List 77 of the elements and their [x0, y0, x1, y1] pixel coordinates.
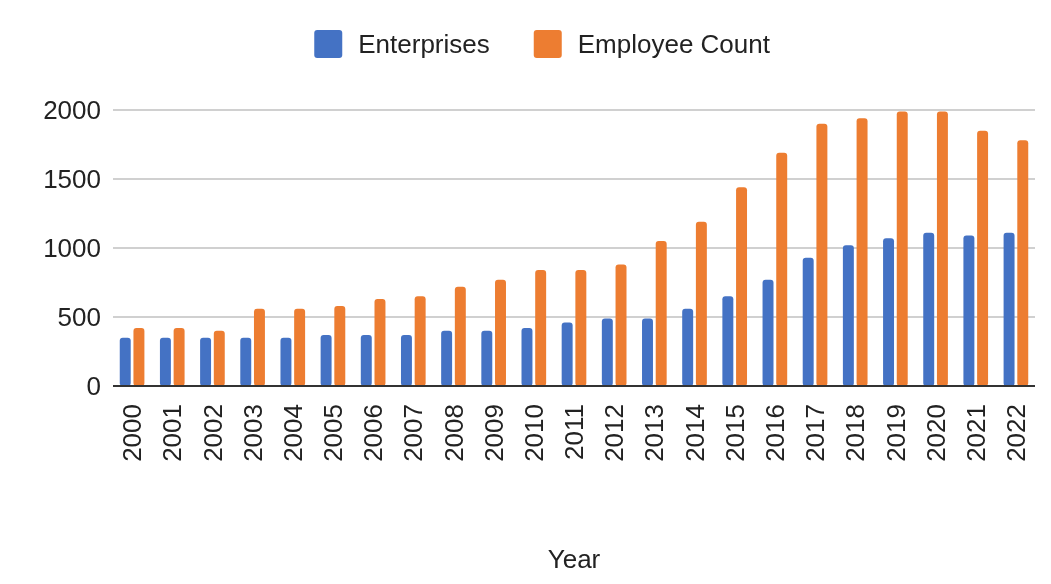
- x-tick-label: 2002: [197, 404, 228, 462]
- x-tick-label: 2001: [157, 404, 188, 462]
- bar: [280, 337, 292, 386]
- bar: [253, 308, 265, 386]
- bar: [1017, 140, 1029, 386]
- bar: [682, 308, 694, 386]
- bar: [173, 328, 185, 386]
- bar: [601, 318, 613, 386]
- bar: [776, 152, 788, 386]
- y-tick-label: 500: [57, 302, 101, 333]
- bar: [213, 330, 225, 386]
- bar: [816, 123, 828, 386]
- bar: [495, 279, 506, 386]
- x-tick-label: 2012: [599, 404, 630, 462]
- bar: [400, 334, 412, 386]
- bar: [1003, 232, 1015, 386]
- bar: [561, 322, 573, 386]
- x-tick-label: 2016: [759, 404, 790, 462]
- bar: [896, 111, 908, 386]
- bar: [334, 305, 346, 386]
- bar: [119, 337, 131, 386]
- bar: [414, 296, 426, 386]
- legend-label: Enterprises: [358, 29, 490, 60]
- x-tick-label: 2018: [840, 404, 871, 462]
- x-tick-label: 2005: [318, 404, 349, 462]
- bar: [133, 328, 145, 386]
- bar: [320, 334, 332, 386]
- bar: [936, 111, 948, 386]
- bar: [963, 235, 975, 386]
- bar: [374, 299, 386, 386]
- bar: [535, 270, 547, 386]
- bar: [575, 270, 587, 386]
- bar: [454, 286, 466, 386]
- x-tick-label: 2015: [719, 404, 750, 462]
- x-tick-label: 2011: [559, 404, 590, 460]
- bar: [441, 330, 453, 386]
- bar: [695, 221, 707, 386]
- bar: [642, 318, 653, 386]
- bar: [615, 264, 627, 386]
- bar: [883, 238, 895, 386]
- bar: [655, 241, 667, 386]
- x-tick-label: 2006: [358, 404, 389, 462]
- bar: [722, 296, 734, 386]
- x-tick-label: 2000: [117, 404, 148, 462]
- x-tick-label: 2007: [398, 404, 429, 462]
- x-tick-label: 2021: [960, 404, 991, 462]
- y-tick-label: 0: [86, 371, 101, 402]
- bar: [521, 328, 533, 386]
- x-tick-label: 2020: [920, 404, 951, 462]
- bar: [977, 130, 989, 386]
- bar: [923, 232, 935, 386]
- x-tick-label: 2014: [679, 404, 710, 462]
- bar: [762, 279, 774, 386]
- x-tick-label: 2009: [478, 404, 509, 462]
- bar: [481, 330, 493, 386]
- bar: [842, 245, 854, 386]
- y-tick-label: 2000: [43, 95, 101, 126]
- x-tick-label: 2003: [237, 404, 268, 462]
- x-tick-label: 2017: [800, 404, 831, 462]
- x-tick-label: 2010: [518, 404, 549, 462]
- bar: [856, 118, 868, 386]
- bar: [360, 334, 372, 386]
- bar: [736, 187, 748, 386]
- x-tick-label: 2004: [277, 404, 308, 462]
- x-tick-label: 2008: [438, 404, 469, 462]
- x-axis-title: Year: [547, 544, 601, 574]
- y-tick-label: 1500: [43, 164, 101, 195]
- y-tick-label: 1000: [43, 233, 101, 264]
- bar: [200, 337, 212, 386]
- x-tick-label: 2013: [639, 404, 670, 462]
- bar: [240, 337, 252, 386]
- bar: [802, 257, 814, 386]
- bar: [294, 308, 306, 386]
- x-tick-label: 2022: [1001, 404, 1032, 462]
- bar: [159, 337, 171, 386]
- legend-label: Employee Count: [577, 29, 771, 60]
- x-tick-label: 2019: [880, 404, 911, 462]
